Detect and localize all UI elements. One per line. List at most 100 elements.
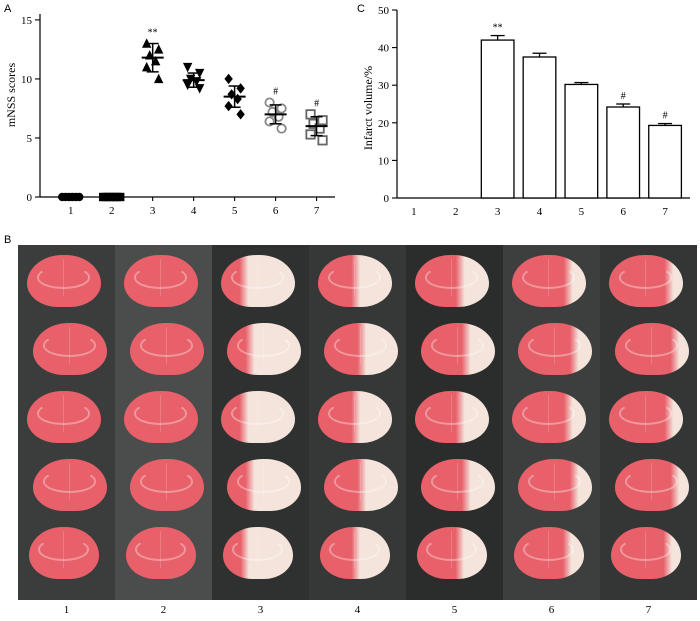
y-tick-label-a: 10 bbox=[21, 74, 33, 86]
y-tick-label-c: 0 bbox=[384, 193, 390, 205]
photo-lane bbox=[115, 245, 212, 600]
significance-label-a: # bbox=[314, 98, 319, 109]
x-tick-label-a: 7 bbox=[314, 205, 320, 217]
photo-lane bbox=[212, 245, 309, 600]
photo-lane-label: 6 bbox=[548, 604, 555, 616]
brain-slice bbox=[123, 255, 198, 307]
mnss-scatter-chart: A mNSS scores 0 5 10 15 1 2 3 4 5 6 7 ** # # bbox=[4, 3, 335, 217]
brain-slice bbox=[614, 323, 689, 375]
bar-c bbox=[606, 106, 641, 199]
brain-slice bbox=[608, 391, 683, 443]
y-tick-label-c: 20 bbox=[378, 118, 390, 130]
brain-slice bbox=[614, 459, 689, 511]
panel-label-a: A bbox=[4, 3, 12, 15]
x-tick-label-a: 3 bbox=[150, 205, 156, 217]
y-axis-label-c: Infarct volume/% bbox=[361, 66, 375, 150]
significance-label-a: ** bbox=[148, 28, 158, 39]
data-point-a bbox=[141, 61, 152, 72]
y-tick-label-a: 5 bbox=[27, 133, 33, 145]
y-tick-label-c: 10 bbox=[378, 155, 390, 167]
photo-lane bbox=[600, 245, 697, 600]
photo-lane-label: 3 bbox=[257, 604, 264, 616]
y-axis-label-a: mNSS scores bbox=[4, 63, 18, 128]
x-tick-label-c: 4 bbox=[537, 206, 543, 218]
x-tick-label-a: 6 bbox=[273, 205, 279, 217]
data-point-a bbox=[236, 109, 245, 120]
data-point-a bbox=[153, 44, 164, 54]
photo-lane-label: 7 bbox=[645, 604, 652, 616]
bar-c bbox=[522, 56, 557, 199]
photo-lane-labels: 1 2 3 4 5 6 7 bbox=[18, 602, 697, 620]
brain-slice bbox=[26, 255, 101, 307]
panel-label-c: C bbox=[357, 3, 365, 15]
x-tick-label-a: 1 bbox=[68, 205, 74, 217]
brain-slice bbox=[317, 255, 392, 307]
brain-slice bbox=[511, 391, 586, 443]
data-point-a bbox=[153, 73, 164, 84]
significance-label-c: # bbox=[621, 91, 626, 102]
x-tick-label-c: 7 bbox=[662, 206, 668, 218]
bar-c bbox=[480, 39, 515, 199]
brain-slice bbox=[517, 459, 592, 511]
brain-slice bbox=[323, 323, 398, 375]
brain-slice bbox=[28, 527, 99, 579]
brain-slice bbox=[26, 391, 101, 443]
brain-slice bbox=[414, 255, 489, 307]
brain-slice bbox=[420, 459, 495, 511]
data-point-a bbox=[314, 123, 325, 134]
brain-slice bbox=[511, 255, 586, 307]
x-tick-label-a: 4 bbox=[191, 205, 197, 217]
brain-slice bbox=[123, 391, 198, 443]
photo-lane-label: 4 bbox=[354, 604, 361, 616]
data-point-a bbox=[182, 80, 193, 91]
photo-lane-label: 1 bbox=[63, 604, 70, 616]
data-point-a bbox=[305, 129, 316, 140]
brain-slice bbox=[226, 459, 301, 511]
brain-slice bbox=[414, 391, 489, 443]
brain-slice bbox=[129, 459, 204, 511]
photo-lane bbox=[406, 245, 503, 600]
data-point-a bbox=[317, 135, 328, 146]
brain-slice bbox=[608, 255, 683, 307]
brain-slice bbox=[420, 323, 495, 375]
brain-slice bbox=[32, 323, 107, 375]
photo-lane-label: 5 bbox=[451, 604, 458, 616]
y-tick-label-a: 0 bbox=[27, 192, 33, 204]
data-point-a bbox=[236, 83, 245, 94]
data-point-a bbox=[182, 62, 193, 73]
brain-slice bbox=[125, 527, 196, 579]
data-point-a bbox=[224, 73, 233, 85]
brain-slice bbox=[323, 459, 398, 511]
x-tick-label-c: 1 bbox=[411, 206, 417, 218]
significance-label-c: ** bbox=[493, 23, 503, 34]
x-tick-label-c: 2 bbox=[453, 206, 459, 218]
brain-slice bbox=[416, 527, 487, 579]
data-point-a bbox=[194, 68, 205, 79]
brain-slice bbox=[129, 323, 204, 375]
brain-slice bbox=[517, 323, 592, 375]
photo-lane-label: 2 bbox=[160, 604, 167, 616]
x-tick-label-c: 6 bbox=[620, 206, 626, 218]
brain-slice bbox=[317, 391, 392, 443]
data-point-a bbox=[276, 123, 287, 134]
y-tick-label-c: 40 bbox=[378, 43, 390, 55]
brain-slice bbox=[32, 459, 107, 511]
photo-lane bbox=[503, 245, 600, 600]
y-tick-label-c: 30 bbox=[378, 80, 390, 92]
significance-label-c: # bbox=[663, 111, 668, 122]
data-point-a bbox=[194, 84, 205, 94]
brain-slice bbox=[220, 391, 295, 443]
brain-slice bbox=[220, 255, 295, 307]
bar-c bbox=[564, 83, 599, 199]
ttc-stained-brain-slices-photo bbox=[18, 245, 697, 600]
significance-label-a: # bbox=[273, 87, 278, 98]
photo-lane bbox=[18, 245, 115, 600]
bar-c bbox=[648, 124, 683, 199]
panel-label-b: B bbox=[4, 234, 12, 246]
x-tick-label-a: 2 bbox=[109, 205, 115, 217]
brain-slice bbox=[610, 527, 681, 579]
y-tick-label-c: 50 bbox=[378, 5, 390, 17]
brain-slice bbox=[226, 323, 301, 375]
data-point-a bbox=[305, 109, 316, 120]
x-tick-label-c: 5 bbox=[579, 206, 585, 218]
